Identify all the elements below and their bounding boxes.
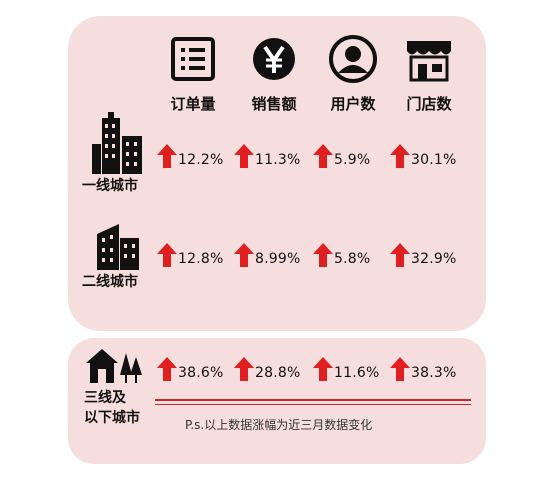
growth-value: 11.6% — [334, 365, 380, 381]
column-header-orders: 订单量 — [170, 95, 216, 113]
footnote: P.s.以上数据涨幅为近三月数据变化 — [185, 418, 373, 432]
column-header-sales: 销售额 — [251, 95, 297, 113]
user-icon — [329, 35, 377, 83]
up-arrow-icon — [156, 143, 178, 173]
growth-value: 5.8% — [334, 251, 371, 267]
row-label-tier3-line1: 三线及 — [84, 390, 126, 406]
up-arrow-icon — [233, 242, 255, 272]
growth-value: 8.99% — [255, 251, 301, 267]
column-header-users: 用户数 — [330, 95, 376, 113]
row-label-tier3-line2: 以下城市 — [84, 410, 140, 426]
skyscraper-icon — [92, 112, 142, 174]
red-underline — [155, 399, 471, 401]
up-arrow-icon — [156, 356, 178, 386]
up-arrow-icon — [156, 242, 178, 272]
up-arrow-icon — [312, 242, 334, 272]
panel-divider — [68, 333, 486, 335]
up-arrow-icon — [389, 143, 411, 173]
up-arrow-icon — [312, 356, 334, 386]
building-icon — [97, 224, 139, 270]
growth-value: 38.6% — [178, 365, 224, 381]
growth-value: 12.8% — [178, 251, 224, 267]
growth-value: 12.2% — [178, 152, 224, 168]
lower-panel — [68, 338, 486, 464]
yen-icon — [253, 38, 295, 80]
growth-value: 38.3% — [411, 365, 457, 381]
growth-value: 11.3% — [255, 152, 301, 168]
row-label-tier1: 一线城市 — [82, 178, 138, 194]
row-label-tier2: 二线城市 — [82, 274, 138, 290]
up-arrow-icon — [389, 242, 411, 272]
up-arrow-icon — [233, 356, 255, 386]
column-header-stores: 门店数 — [406, 95, 452, 113]
growth-value: 30.1% — [411, 152, 457, 168]
up-arrow-icon — [312, 143, 334, 173]
growth-value: 32.9% — [411, 251, 457, 267]
house-trees-icon — [86, 349, 142, 383]
order-list-icon — [171, 37, 215, 81]
up-arrow-icon — [389, 356, 411, 386]
up-arrow-icon — [233, 143, 255, 173]
growth-value: 28.8% — [255, 365, 301, 381]
store-icon — [407, 41, 451, 82]
red-underline-thin — [155, 404, 471, 405]
growth-value: 5.9% — [334, 152, 371, 168]
